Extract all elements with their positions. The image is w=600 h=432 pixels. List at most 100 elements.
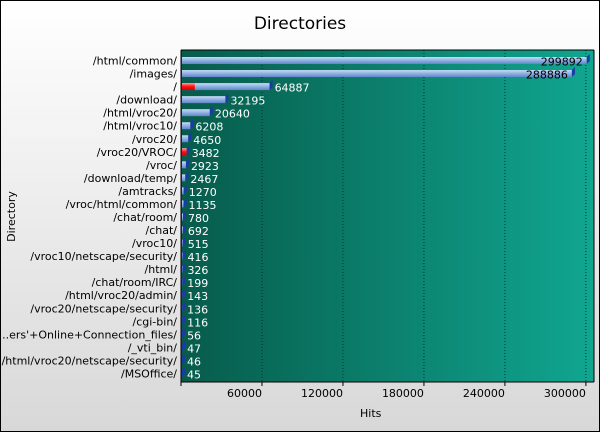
bar-end [182, 301, 186, 312]
bar [182, 252, 183, 260]
value-label: 199 [187, 277, 208, 290]
x-axis-label: Hits [360, 407, 382, 420]
bar-end [188, 132, 192, 143]
bar-highlight [182, 148, 187, 156]
category-label: /amtracks/ [118, 185, 177, 198]
value-label: 515 [188, 238, 209, 251]
bar-highlight [182, 83, 195, 91]
bar-end [182, 353, 186, 364]
category-label: /images/ [130, 68, 178, 81]
bar-end [185, 158, 189, 169]
bar-end [182, 288, 186, 299]
bar-end [182, 314, 186, 325]
category-label: /MSOffice/ [121, 367, 177, 380]
category-label: /vroc/ [146, 159, 177, 172]
x-tick-label: 300000 [544, 387, 586, 400]
bar-end [182, 327, 186, 338]
value-label: 299892 [541, 56, 583, 69]
bar-end [182, 249, 186, 260]
bar [182, 226, 183, 234]
value-label: 288886 [526, 69, 568, 82]
value-label: 32195 [230, 95, 265, 108]
bar-end [183, 184, 187, 195]
bar [182, 57, 587, 65]
bar-end [209, 106, 213, 117]
category-label: /html/ [145, 263, 178, 276]
category-label: /vroc10/netscape/security/ [30, 250, 177, 263]
bar [182, 187, 184, 195]
bar [182, 213, 184, 221]
plot-area [181, 50, 594, 382]
bar-end [182, 236, 186, 247]
value-label: 143 [187, 290, 208, 303]
bar-end [183, 210, 187, 221]
bar [182, 174, 186, 182]
bar-end [571, 67, 575, 78]
bar [182, 70, 572, 78]
bar-end [182, 223, 186, 234]
bar-end [183, 197, 187, 208]
bar-end [182, 262, 186, 273]
bar-end [182, 366, 186, 377]
bar-end [186, 145, 190, 156]
bar [182, 96, 226, 104]
category-label: /_vti_bin/ [128, 341, 178, 354]
value-label: 2467 [190, 173, 218, 186]
value-label: 45 [187, 368, 201, 381]
bar-end [182, 340, 186, 351]
value-label: 416 [188, 251, 209, 264]
category-label: /vroc20/VROC/ [97, 146, 177, 159]
category-label: / [173, 81, 177, 94]
value-label: 2923 [191, 160, 219, 173]
category-label: /vroc20/ [132, 133, 177, 146]
category-label: /html/vroc20/ [103, 107, 177, 120]
category-label: /download/temp/ [84, 172, 177, 185]
category-label: /chat/ [146, 224, 178, 237]
value-label: 1270 [189, 186, 217, 199]
x-tick-label: 120000 [301, 387, 343, 400]
category-label: /cgi-bin/ [133, 315, 178, 328]
category-label: /download/ [116, 94, 177, 107]
bar-end [269, 80, 273, 91]
value-label: 326 [187, 264, 208, 277]
category-label: /vroc10/ [132, 237, 177, 250]
value-label: 56 [187, 329, 201, 342]
bar-end [182, 275, 186, 286]
value-label: 20640 [215, 108, 250, 121]
value-label: 6208 [195, 121, 223, 134]
category-label: /html/common/ [93, 55, 177, 68]
category-label: /html/vroc10/ [103, 120, 177, 133]
bar [182, 135, 189, 143]
category-label: /html/vroc20/netscape/security/ [2, 354, 178, 367]
bar-end [225, 93, 229, 104]
value-label: 64887 [275, 82, 310, 95]
category-label: /vroc20/netscape/security/ [30, 302, 177, 315]
x-tick-label: 60000 [227, 387, 262, 400]
x-tick-label: 180000 [382, 387, 424, 400]
bar [182, 122, 191, 130]
value-label: 136 [187, 303, 208, 316]
x-tick-label: 240000 [463, 387, 505, 400]
value-label: 1135 [189, 199, 217, 212]
value-label: 3482 [192, 147, 220, 160]
category-label: /chat/room/ [113, 211, 177, 224]
bar-end [586, 54, 590, 65]
category-label: /vroc/html/common/ [66, 198, 178, 211]
value-label: 780 [188, 212, 209, 225]
category-label: /html/vroc20/admin/ [65, 289, 177, 302]
bar [182, 161, 186, 169]
value-label: 4650 [193, 134, 221, 147]
bar-end [185, 171, 189, 182]
category-label: /chat/room/IRC/ [92, 276, 178, 289]
bar [182, 200, 184, 208]
value-label: 116 [187, 316, 208, 329]
bar [182, 109, 210, 117]
value-label: 46 [187, 355, 201, 368]
value-label: 47 [187, 342, 201, 355]
bar-end [190, 119, 194, 130]
bar [182, 239, 183, 247]
chart-title: Directories [253, 14, 347, 34]
bar [182, 83, 270, 91]
value-label: 692 [188, 225, 209, 238]
